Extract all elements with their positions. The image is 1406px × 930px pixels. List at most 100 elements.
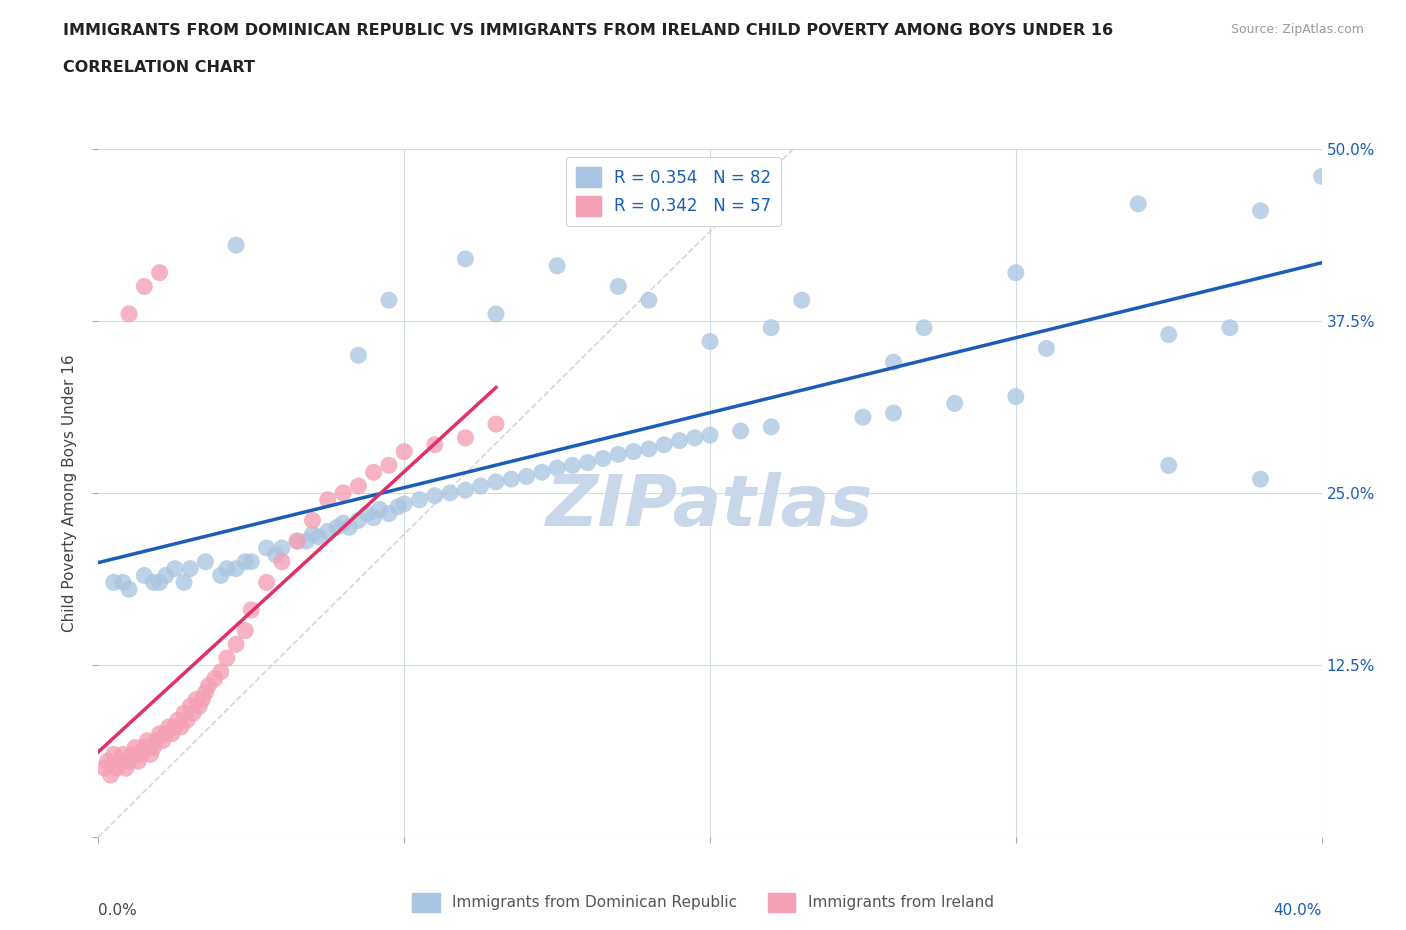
Point	[637, 293, 661, 308]
Text: ZIPatlas: ZIPatlas	[547, 472, 873, 541]
Point	[163, 561, 186, 576]
Point	[108, 754, 131, 769]
Point	[191, 692, 214, 707]
Point	[121, 747, 143, 762]
Point	[1035, 341, 1057, 356]
Point	[699, 428, 721, 443]
Point	[1128, 196, 1150, 211]
Point	[124, 740, 146, 755]
Point	[270, 554, 292, 569]
Point	[912, 320, 935, 335]
Point	[204, 671, 226, 686]
Point	[209, 664, 232, 679]
Point	[337, 520, 360, 535]
Point	[378, 458, 401, 472]
Point	[363, 511, 385, 525]
Point	[167, 712, 190, 727]
Point	[363, 465, 385, 480]
Point	[111, 575, 134, 590]
Point	[332, 516, 354, 531]
Point	[699, 334, 721, 349]
Point	[561, 458, 583, 472]
Point	[127, 754, 149, 769]
Point	[134, 279, 156, 294]
Point	[97, 754, 120, 769]
Point	[759, 419, 782, 434]
Point	[347, 479, 370, 494]
Point	[516, 469, 538, 484]
Point	[115, 761, 138, 776]
Point	[485, 307, 508, 322]
Point	[179, 698, 201, 713]
Point	[256, 540, 278, 555]
Point	[100, 767, 122, 782]
Legend: Immigrants from Dominican Republic, Immigrants from Ireland: Immigrants from Dominican Republic, Immi…	[406, 887, 1000, 918]
Point	[134, 740, 156, 755]
Point	[233, 554, 256, 569]
Point	[149, 265, 172, 280]
Point	[186, 692, 208, 707]
Point	[285, 534, 308, 549]
Point	[637, 442, 661, 457]
Point	[111, 747, 134, 762]
Text: CORRELATION CHART: CORRELATION CHART	[63, 60, 254, 75]
Point	[530, 465, 553, 480]
Point	[316, 492, 339, 507]
Point	[423, 437, 446, 452]
Point	[1249, 204, 1271, 219]
Point	[301, 513, 323, 528]
Point	[408, 492, 430, 507]
Point	[316, 524, 339, 538]
Point	[134, 568, 156, 583]
Point	[264, 548, 287, 563]
Point	[454, 483, 477, 498]
Point	[1249, 472, 1271, 486]
Point	[240, 603, 263, 618]
Point	[233, 623, 256, 638]
Point	[1004, 265, 1026, 280]
Point	[1004, 389, 1026, 404]
Point	[93, 761, 115, 776]
Point	[368, 502, 391, 517]
Legend: R = 0.354   N = 82, R = 0.342   N = 57: R = 0.354 N = 82, R = 0.342 N = 57	[565, 157, 782, 226]
Point	[607, 447, 630, 462]
Point	[270, 540, 292, 555]
Point	[347, 348, 370, 363]
Point	[225, 561, 247, 576]
Point	[240, 554, 263, 569]
Point	[118, 307, 141, 322]
Point	[136, 733, 159, 748]
Point	[155, 568, 177, 583]
Point	[378, 293, 401, 308]
Point	[173, 706, 195, 721]
Point	[623, 445, 645, 459]
Point	[129, 747, 152, 762]
Text: 40.0%: 40.0%	[1274, 903, 1322, 918]
Point	[103, 747, 125, 762]
Point	[668, 433, 690, 448]
Point	[173, 575, 195, 590]
Point	[160, 726, 183, 741]
Point	[387, 499, 409, 514]
Point	[105, 761, 128, 776]
Point	[118, 582, 141, 597]
Point	[546, 259, 568, 273]
Point	[683, 431, 706, 445]
Point	[1157, 327, 1180, 342]
Point	[194, 685, 217, 700]
Point	[943, 396, 966, 411]
Point	[790, 293, 813, 308]
Point	[215, 561, 238, 576]
Point	[326, 520, 349, 535]
Point	[225, 238, 247, 253]
Point	[197, 678, 219, 693]
Point	[883, 405, 905, 420]
Y-axis label: Child Poverty Among Boys Under 16: Child Poverty Among Boys Under 16	[62, 354, 77, 631]
Point	[118, 754, 141, 769]
Point	[181, 706, 204, 721]
Point	[883, 354, 905, 369]
Point	[194, 554, 217, 569]
Point	[295, 534, 318, 549]
Point	[142, 740, 165, 755]
Point	[730, 423, 752, 438]
